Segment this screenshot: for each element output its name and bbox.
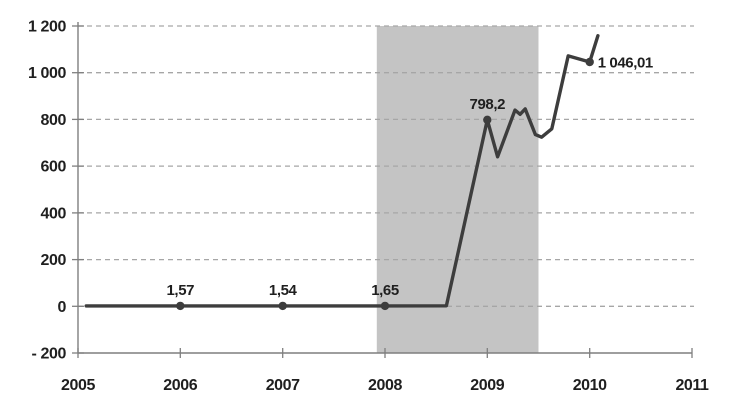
data-point-label-2010: 1 046,01 [598,55,653,72]
x-tick-label-2007: 2007 [266,377,300,394]
x-tick-label-2009: 2009 [470,377,504,394]
data-point-marker-2010 [585,57,594,67]
x-tick-label-2011: 2011 [675,377,709,394]
y-tick-label-1200: 1 200 [28,19,67,36]
data-line [84,34,600,308]
x-tick-label-2006: 2006 [163,377,197,394]
data-point-label-2007: 1,54 [269,282,298,299]
y-tick-label-400: 400 [41,205,67,222]
data-point-marker-2006 [176,301,185,311]
data-point-marker-2008 [380,301,390,311]
data-point-label-2006: 1,57 [166,282,194,299]
y-tick-label-200: 200 [41,252,67,269]
y-tick-label-600: 600 [41,159,67,176]
x-tick-label-2008: 2008 [368,377,402,394]
data-point-label-2008: 1,65 [371,282,399,299]
y-tick-label--200: - 200 [32,346,67,363]
highlight-band [376,26,539,353]
x-tick-label-2005: 2005 [61,377,95,394]
y-tick-label-800: 800 [41,112,67,129]
x-tick-label-2010: 2010 [573,377,607,394]
y-tick-label-0: 0 [58,299,67,316]
data-point-marker-2007 [278,301,287,311]
y-tick-label-1000: 1 000 [28,65,67,82]
data-point-marker-2009 [483,115,492,125]
data-point-label-2009: 798,2 [470,96,506,113]
